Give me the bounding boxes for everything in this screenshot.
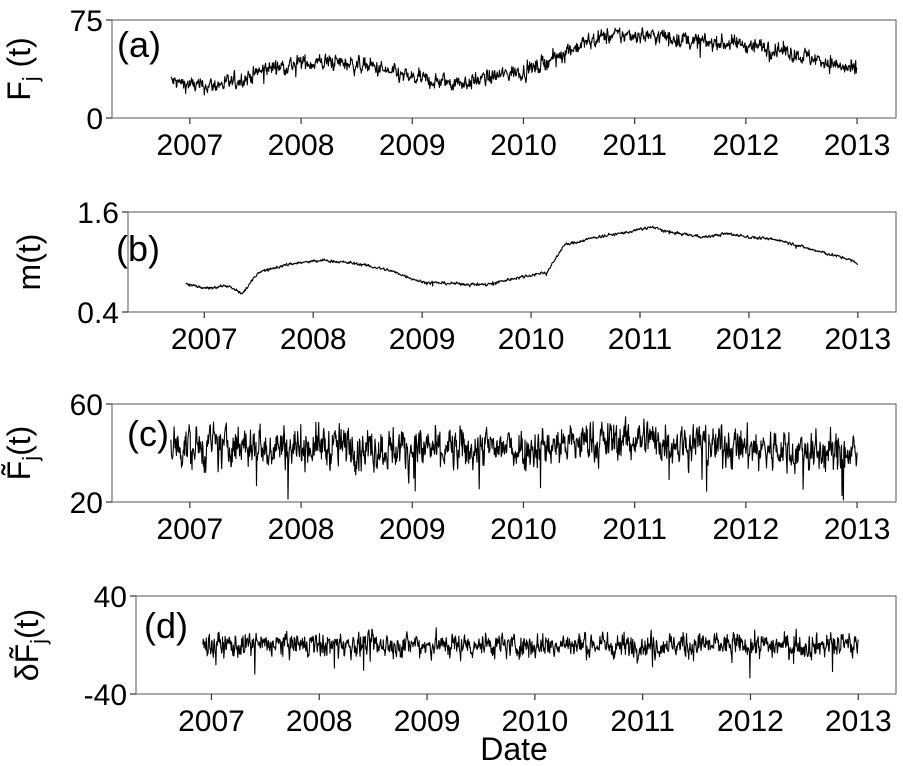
panel-label: (d) bbox=[144, 605, 188, 646]
x-tick-label: 2009 bbox=[379, 513, 446, 546]
panel-label: (c) bbox=[127, 413, 169, 454]
series-line bbox=[185, 225, 859, 295]
series-line bbox=[170, 416, 858, 501]
x-tick-label: 2007 bbox=[156, 513, 223, 546]
x-tick-label: 2011 bbox=[608, 323, 673, 356]
panel-b: 0.4 1.6 2007 2008 2009 2010 2011 2012 2013 (b) m(t… bbox=[11, 197, 897, 356]
y-tick-label: 0 bbox=[86, 103, 103, 136]
x-tick-label: 2013 bbox=[824, 323, 891, 356]
y-axis-label-suffix: (t) bbox=[1, 37, 37, 76]
y-axis-label-suffix: (t) bbox=[9, 609, 45, 639]
x-tick-label: 2011 bbox=[602, 513, 667, 546]
panel-a: 0 75 2007 2008 2009 2010 2011 2012 2013 (a) Fj (t) bbox=[1, 5, 897, 162]
x-tick-label: 2011 bbox=[610, 705, 675, 738]
x-tick-label: 2012 bbox=[716, 323, 783, 356]
y-tick-label: 1.6 bbox=[77, 197, 119, 230]
y-tick-label: 40 bbox=[94, 581, 127, 614]
y-tick-label: -40 bbox=[84, 679, 127, 712]
x-tick-label: 2012 bbox=[712, 129, 779, 162]
x-tick-label: 2008 bbox=[280, 323, 347, 356]
x-tick-label: 2013 bbox=[824, 513, 891, 546]
y-axis-label-subscript: j bbox=[26, 639, 51, 645]
x-tick-label: 2007 bbox=[178, 705, 245, 738]
x-tick-label: 2010 bbox=[490, 129, 557, 162]
x-tick-label: 2012 bbox=[712, 513, 779, 546]
y-axis-label-base: F̃ bbox=[1, 461, 37, 481]
panel-c: 20 60 2007 2008 2009 2010 2011 2012 2013 (c) F̃j(t… bbox=[1, 389, 897, 546]
y-tick-label: 75 bbox=[70, 5, 103, 38]
x-tick-label: 2008 bbox=[268, 513, 335, 546]
x-tick-label: 2011 bbox=[602, 129, 667, 162]
x-tick-label: 2009 bbox=[379, 129, 446, 162]
plot-frame bbox=[111, 19, 897, 119]
series-line bbox=[170, 27, 858, 96]
y-axis-label-subscript: j bbox=[18, 76, 43, 82]
x-tick-label: 2008 bbox=[268, 129, 335, 162]
y-axis-label: m(t) bbox=[11, 234, 47, 291]
x-tick-label: 2009 bbox=[394, 705, 461, 738]
x-tick-label: 2009 bbox=[389, 323, 456, 356]
x-axis-label: Date bbox=[480, 731, 548, 766]
plot-frame bbox=[135, 595, 897, 695]
plot-frame bbox=[111, 403, 897, 503]
y-axis-label-base: F bbox=[1, 81, 37, 101]
panel-label: (a) bbox=[117, 24, 161, 65]
y-tick-label: 60 bbox=[70, 389, 103, 422]
x-tick-label: 2010 bbox=[501, 705, 568, 738]
panel-label: (b) bbox=[116, 228, 160, 269]
x-tick-label: 2010 bbox=[490, 513, 557, 546]
y-axis-label-suffix: (t) bbox=[1, 426, 37, 456]
x-tick-label: 2010 bbox=[498, 323, 565, 356]
x-tick-label: 2007 bbox=[171, 323, 238, 356]
x-tick-label: 2012 bbox=[717, 705, 784, 738]
y-axis-label: F̃j(t) bbox=[1, 426, 43, 481]
y-tick-label: 0.4 bbox=[77, 297, 119, 330]
x-tick-label: 2008 bbox=[286, 705, 353, 738]
y-axis-label-base: δF̃ bbox=[9, 644, 45, 681]
panel-d: -40 40 2007 2008 2009 2010 2011 2012 2013 (d) δF̃j… bbox=[9, 581, 897, 738]
x-tick-label: 2007 bbox=[156, 129, 223, 162]
series-line bbox=[202, 627, 859, 679]
y-axis-label: Fj (t) bbox=[1, 37, 43, 101]
y-tick-label: 20 bbox=[70, 487, 103, 520]
y-axis-label-subscript: j bbox=[18, 456, 43, 462]
x-tick-label: 2013 bbox=[825, 705, 892, 738]
x-tick-label: 2013 bbox=[824, 129, 891, 162]
y-axis-label: δF̃j(t) bbox=[9, 609, 51, 681]
plot-frame bbox=[127, 211, 897, 313]
